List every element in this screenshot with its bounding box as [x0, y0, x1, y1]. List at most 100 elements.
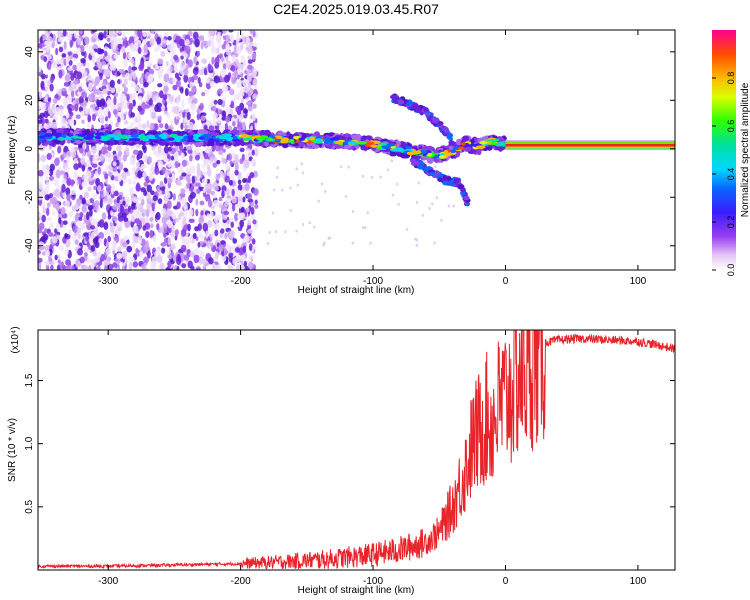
- trace-core: [106, 136, 111, 140]
- noise-dot: [61, 87, 67, 92]
- sparse-dot: [371, 175, 374, 179]
- noise-dot: [236, 92, 241, 101]
- noise-dot: [247, 219, 252, 226]
- noise-dot: [173, 54, 179, 61]
- snr-plot-frame: [37, 329, 676, 571]
- trace-core: [40, 132, 45, 136]
- noise-dot: [249, 172, 255, 179]
- noise-dot: [153, 90, 158, 96]
- noise-dot: [45, 207, 50, 216]
- noise-dot: [212, 112, 218, 119]
- sparse-dot: [447, 204, 451, 208]
- noise-dot: [238, 212, 243, 218]
- noise-dot: [188, 218, 195, 223]
- noise-dot: [202, 188, 206, 194]
- noise-dot: [141, 123, 147, 130]
- noise-dot: [181, 263, 187, 269]
- noise-dot: [241, 88, 245, 97]
- noise-dot: [91, 113, 96, 122]
- noise-dot: [70, 146, 76, 152]
- spectrogram-x-axis: -300 -200 -100 0 100: [98, 30, 647, 287]
- sparse-dot: [395, 182, 399, 186]
- noise-dot: [91, 163, 98, 168]
- noise-dot: [49, 163, 55, 172]
- noise-dot: [112, 205, 118, 211]
- noise-dot: [81, 164, 86, 172]
- trace-core: [490, 141, 497, 146]
- noise-dot: [190, 103, 197, 111]
- noise-dot: [197, 241, 201, 248]
- noise-dot: [190, 110, 195, 116]
- noise-dot: [82, 265, 89, 270]
- sparse-dot: [271, 211, 275, 215]
- noise-dot: [85, 171, 92, 179]
- trace-core: [225, 137, 232, 142]
- noise-dot: [166, 177, 173, 184]
- noise-dot: [209, 72, 214, 77]
- noise-dot: [94, 242, 100, 249]
- noise-dot: [218, 123, 225, 132]
- noise-dot: [123, 235, 129, 241]
- noise-dot: [208, 257, 214, 265]
- noise-dot: [218, 196, 223, 202]
- noise-dot: [164, 123, 169, 130]
- noise-dot: [100, 254, 105, 262]
- noise-dot: [112, 267, 116, 270]
- noise-dot: [107, 145, 112, 152]
- sparse-dot: [268, 230, 271, 234]
- noise-dot: [38, 119, 43, 124]
- sparse-dot: [415, 200, 419, 204]
- sparse-dot: [320, 182, 324, 186]
- noise-dot: [92, 252, 97, 257]
- noise-dot: [80, 57, 86, 64]
- noise-dot: [231, 195, 237, 204]
- trace-core: [167, 137, 175, 141]
- x-tick-label: 100: [630, 276, 647, 287]
- noise-dot: [55, 202, 60, 212]
- noise-dot: [104, 265, 108, 270]
- noise-dot: [138, 202, 144, 212]
- noise-dot: [72, 64, 78, 71]
- noise-dot: [161, 247, 166, 254]
- noise-dot: [171, 212, 177, 220]
- noise-dot: [122, 31, 126, 39]
- noise-dot: [74, 30, 78, 39]
- noise-dot: [253, 147, 259, 157]
- noise-dot: [76, 47, 81, 53]
- noise-dot: [180, 122, 184, 130]
- noise-dot: [165, 267, 170, 270]
- noise-dot: [175, 218, 180, 223]
- noise-dot: [216, 47, 220, 55]
- noise-dot: [106, 37, 111, 42]
- trace-core: [162, 133, 167, 138]
- noise-dot: [95, 254, 101, 263]
- noise-dot: [80, 157, 86, 164]
- trace-core: [461, 142, 466, 146]
- noise-dot: [207, 63, 212, 71]
- lower-branch-dot: [409, 158, 417, 164]
- lower-branch-dot: [463, 195, 470, 201]
- trace-dot: [455, 138, 462, 146]
- noise-dot: [214, 186, 220, 191]
- noise-dot: [45, 175, 49, 182]
- trace-core: [119, 135, 130, 140]
- noise-dot: [204, 158, 210, 167]
- noise-dot: [78, 176, 82, 186]
- noise-dot: [112, 262, 118, 269]
- noise-dot: [237, 196, 243, 201]
- noise-dot: [219, 171, 224, 179]
- noise-dot: [157, 144, 162, 154]
- noise-dot: [158, 123, 164, 128]
- noise-dot: [151, 106, 155, 112]
- noise-dot: [187, 223, 191, 232]
- noise-dot: [135, 247, 139, 254]
- upper-branch-dot: [442, 126, 449, 132]
- noise-dot: [52, 236, 58, 244]
- x-tick-label: -200: [231, 276, 251, 287]
- noise-dot: [96, 57, 100, 65]
- noise-dot: [122, 51, 127, 60]
- noise-dot: [122, 59, 128, 68]
- sparse-dot: [347, 165, 350, 169]
- noise-dot: [92, 237, 99, 244]
- noise-dot: [40, 154, 47, 163]
